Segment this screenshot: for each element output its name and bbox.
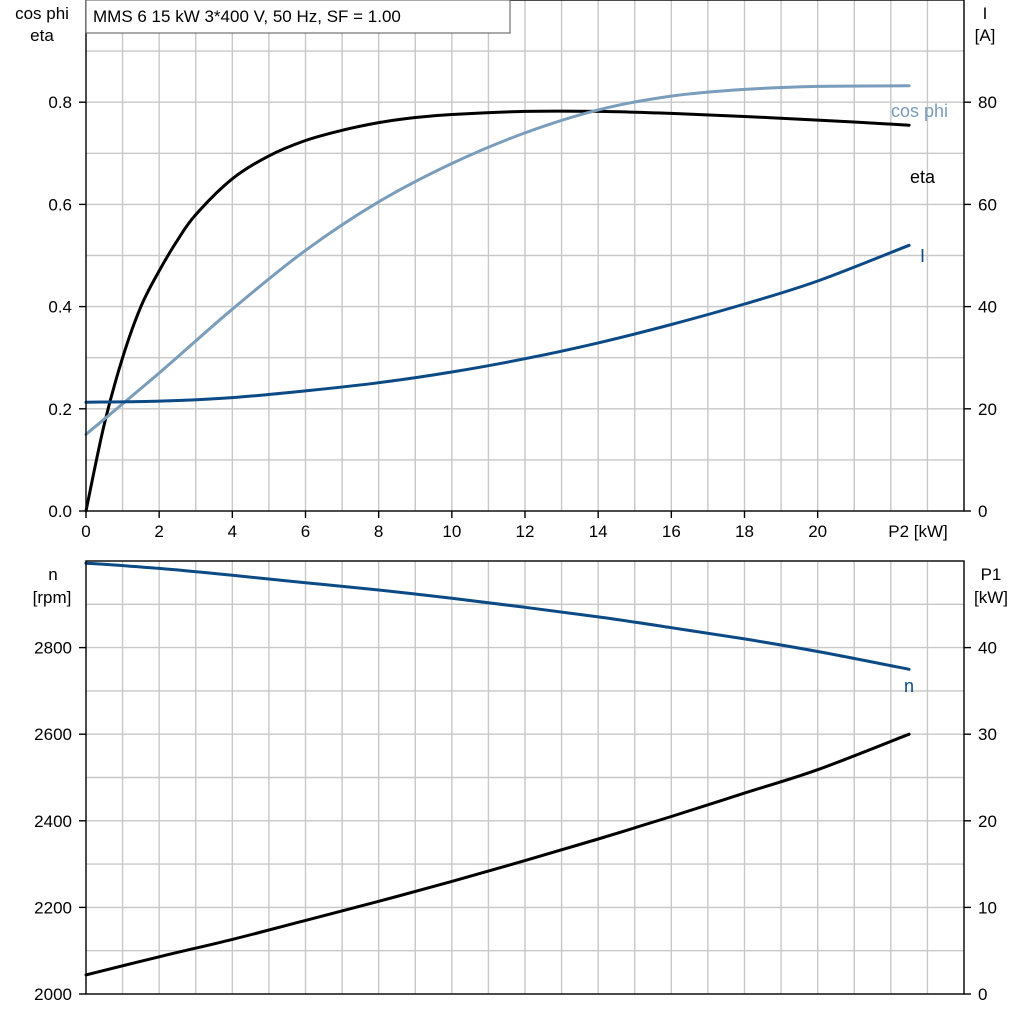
left-tick-label: 2400 (34, 812, 72, 831)
right-axis-label-amps: [A] (975, 26, 996, 45)
left-axis-label-rpm: [rpm] (33, 588, 72, 607)
cos-phi-curve-label: cos phi (891, 101, 948, 121)
x-tick-label: 16 (662, 522, 681, 541)
left-axis-label-n: n (48, 565, 57, 584)
bottom-right-ticks: 0 10 20 30 40 (964, 639, 997, 1004)
top-grid (86, 0, 964, 511)
left-axis-label-cosphi: cos phi (15, 4, 69, 23)
right-tick-label: 20 (978, 400, 997, 419)
x-tick-label: 12 (516, 522, 535, 541)
x-tick-label: 18 (735, 522, 754, 541)
current-curve-label: I (920, 246, 925, 266)
eta-curve-label: eta (910, 167, 936, 187)
right-tick-label: 60 (978, 195, 997, 214)
left-tick-label: 2600 (34, 725, 72, 744)
right-tick-label: 40 (978, 298, 997, 317)
eta-curve (84, 109, 911, 513)
top-right-ticks: 0 20 40 60 80 (964, 93, 997, 521)
x-axis-label: P2 [kW] (888, 522, 948, 541)
left-tick-label: 0.6 (48, 195, 72, 214)
bottom-left-ticks: 2000 2200 2400 2600 2800 (34, 639, 86, 1004)
left-tick-label: 2200 (34, 898, 72, 917)
right-tick-label: 0 (978, 502, 987, 521)
x-tick-label: 6 (301, 522, 310, 541)
right-tick-label: 80 (978, 93, 997, 112)
right-tick-label: 30 (978, 725, 997, 744)
left-tick-label: 2800 (34, 639, 72, 658)
header-box: MMS 6 15 kW 3*400 V, 50 Hz, SF = 1.00 (85, 0, 511, 34)
top-x-ticks: 0 2 4 6 8 10 12 14 16 18 20 (81, 511, 827, 541)
bottom-plot-frame (85, 560, 965, 995)
x-tick-label: 20 (808, 522, 827, 541)
header-title: MMS 6 15 kW 3*400 V, 50 Hz, SF = 1.00 (93, 7, 401, 26)
right-axis-label-P1: P1 (981, 565, 1002, 584)
left-tick-label: 0.2 (48, 400, 72, 419)
right-tick-label: 40 (978, 639, 997, 658)
x-tick-label: 2 (154, 522, 163, 541)
top-curves (84, 84, 911, 513)
x-tick-label: 0 (81, 522, 90, 541)
left-axis-label-eta: eta (30, 26, 54, 45)
left-tick-label: 0.8 (48, 93, 72, 112)
i-curve (84, 243, 911, 404)
bottom-curves (84, 561, 911, 977)
left-tick-label: 0.0 (48, 502, 72, 521)
speed-curve-label: n (904, 676, 914, 696)
n-curve (84, 561, 911, 671)
left-tick-label: 0.4 (48, 298, 72, 317)
right-tick-label: 20 (978, 812, 997, 831)
bottom-grid (86, 561, 964, 994)
right-axis-label-I: I (983, 4, 988, 23)
left-tick-label: 2000 (34, 985, 72, 1004)
cos-phi-curve (84, 84, 911, 436)
right-axis-label-kw: [kW] (974, 588, 1008, 607)
right-tick-label: 0 (978, 985, 987, 1004)
x-tick-label: 14 (589, 522, 608, 541)
right-tick-label: 10 (978, 898, 997, 917)
x-tick-label: 10 (442, 522, 461, 541)
p1-curve (84, 732, 911, 977)
x-tick-label: 8 (374, 522, 383, 541)
top-left-ticks: 0.0 0.2 0.4 0.6 0.8 (48, 93, 86, 521)
x-tick-label: 4 (228, 522, 237, 541)
